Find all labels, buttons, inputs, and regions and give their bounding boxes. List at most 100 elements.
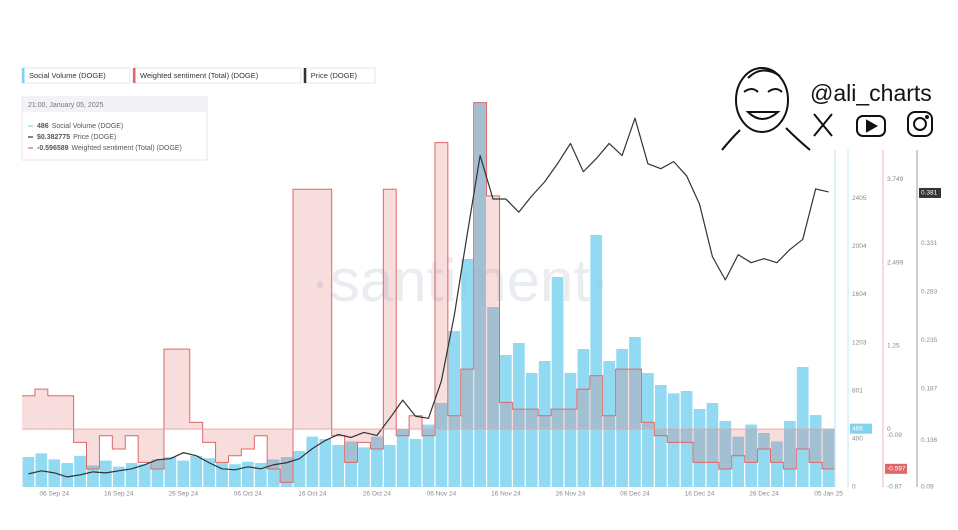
tooltip: 21:00, January 05, 2025 486 Social Volume…	[21, 96, 208, 161]
bar	[164, 457, 177, 487]
bar	[693, 409, 706, 487]
bar	[306, 436, 319, 487]
y-tick-label: 0.136	[921, 437, 938, 444]
sentiment-area	[151, 429, 164, 470]
sentiment-area	[512, 409, 526, 430]
current-label: 0.381	[921, 190, 938, 197]
sentiment-area	[241, 429, 255, 450]
x-tick-label: 06 Nov 24	[427, 491, 457, 498]
sentiment-area	[125, 429, 139, 436]
bar	[822, 428, 835, 487]
bar	[280, 457, 293, 487]
x-tick-label: 16 Dec 24	[685, 491, 715, 498]
bar	[422, 424, 435, 487]
bar	[642, 373, 654, 487]
bar	[732, 436, 745, 487]
sentiment-area	[357, 429, 371, 443]
tooltip-title: 21:00, January 05, 2025	[28, 102, 104, 109]
y-tick-label: 0	[887, 426, 891, 433]
bar	[667, 393, 680, 487]
sentiment-area	[447, 415, 461, 430]
sentiment-area	[280, 429, 293, 483]
sentiment-area	[396, 429, 410, 436]
bar	[500, 355, 512, 487]
sentiment-area	[576, 389, 590, 430]
sentiment-area	[538, 415, 552, 430]
sentiment-area	[757, 429, 771, 450]
y-tick-label: 2.499	[887, 259, 904, 266]
sentiment-area	[22, 395, 35, 430]
bar	[35, 453, 48, 487]
sentiment-area	[589, 375, 603, 430]
bar	[396, 429, 409, 487]
y-tick-label: 801	[852, 388, 863, 395]
bar	[551, 277, 564, 487]
bar	[151, 459, 164, 487]
x-tick-label: 26 Oct 24	[363, 491, 392, 498]
sentiment-area	[267, 429, 281, 470]
bar	[474, 103, 486, 487]
bar	[512, 343, 525, 487]
bar	[719, 421, 732, 487]
sentiment-area	[551, 409, 564, 430]
y-tick-label: 0.187	[921, 386, 938, 393]
sentiment-area	[383, 189, 397, 430]
x-tick-label: 06 Dec 24	[620, 491, 650, 498]
sentiment-area	[602, 415, 616, 430]
sentiment-area	[525, 409, 539, 430]
sentiment-area	[486, 195, 500, 430]
x-tick-label: 06 Oct 24	[234, 491, 263, 498]
sentiment-area	[189, 422, 203, 430]
bar	[564, 373, 577, 487]
sentiment-area	[99, 429, 113, 436]
bar	[138, 464, 151, 487]
bar	[216, 463, 228, 487]
sentiment-area	[499, 402, 513, 430]
bar	[61, 463, 74, 487]
sentiment-area	[693, 429, 706, 463]
brand: @ali_charts	[810, 80, 932, 106]
sentiment-area	[228, 429, 242, 456]
bar	[409, 439, 422, 487]
sentiment-area	[460, 369, 474, 430]
legend-label: Social Volume (DOGE)	[29, 71, 106, 80]
bar	[809, 415, 822, 487]
bar	[603, 361, 616, 487]
sentiment-area	[796, 429, 810, 450]
sentiment-area	[434, 142, 448, 430]
legend-swatch	[303, 68, 307, 83]
bar	[87, 465, 99, 487]
sentiment-area	[138, 429, 152, 463]
x-tick-label: 05 Jan 25	[814, 491, 843, 498]
tooltip-row: 486 Social Volume (DOGE)	[37, 123, 123, 130]
bar	[771, 441, 783, 487]
sentiment-line	[22, 102, 835, 483]
avatar	[721, 67, 811, 151]
bar	[706, 403, 719, 487]
bar	[616, 349, 628, 487]
x-tick-label: 16 Oct 24	[298, 491, 327, 498]
tooltip-value: -0.596589	[37, 145, 69, 152]
y-tick-label: 0.09	[921, 484, 934, 491]
bar	[435, 403, 448, 487]
sentiment-area	[718, 429, 732, 470]
y-tick-label: 0.283	[921, 289, 938, 296]
sentiment-area	[783, 429, 797, 470]
sentiment-area	[331, 429, 345, 436]
current-marker	[919, 187, 941, 198]
sentiment-area	[112, 429, 126, 450]
bar	[796, 367, 809, 487]
sentiment-area	[318, 189, 332, 430]
sentiment-area	[163, 349, 177, 430]
social-icons	[813, 111, 933, 137]
bar	[241, 461, 254, 487]
bar	[177, 460, 190, 487]
bar	[577, 349, 590, 487]
sentiment-area	[680, 429, 694, 443]
y-tick-label: 0	[852, 484, 856, 491]
current-label: -0.597	[887, 466, 906, 473]
y-tick-label: 1604	[852, 291, 867, 298]
sentiment-area	[744, 429, 758, 463]
bar	[358, 447, 370, 487]
